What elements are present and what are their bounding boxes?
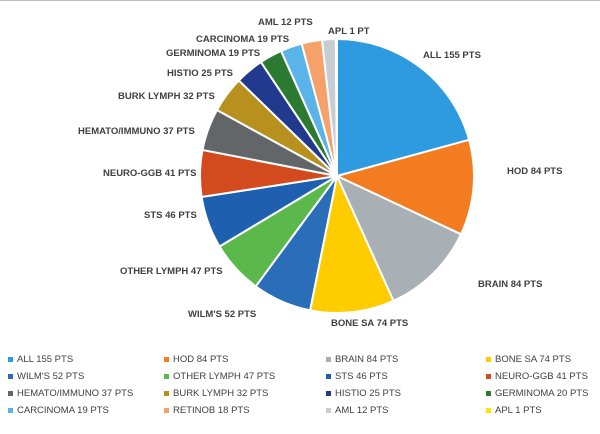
legend-swatch [486,408,491,413]
legend-item: HOD 84 PTS [164,354,326,365]
legend-swatch [486,391,491,396]
legend-swatch [326,357,331,362]
legend-label: HEMATO/IMMUNO 37 PTS [17,388,134,399]
legend-item: ALL 155 PTS [8,354,164,365]
data-label: BURK LYMPH 32 PTS [118,91,215,102]
data-label: OTHER LYMPH 47 PTS [120,266,223,277]
legend-item: WILM'S 52 PTS [8,371,164,382]
legend-item: BRAIN 84 PTS [326,354,486,365]
pie-slice-all [336,37,471,178]
legend-label: RETINOB 18 PTS [173,405,250,416]
data-label: BONE SA 74 PTS [331,318,408,329]
legend-swatch [8,374,13,379]
legend-label: GERMINOMA 20 PTS [495,388,589,399]
legend-label: HOD 84 PTS [173,354,229,365]
legend-swatch [164,408,169,413]
legend-item: BURK LYMPH 32 PTS [164,388,326,399]
pie-slice-apl [334,37,338,177]
legend-swatch [164,357,169,362]
legend-item: OTHER LYMPH 47 PTS [164,371,326,382]
pie-slice-hod [334,138,475,236]
data-label: WILM'S 52 PTS [188,309,256,320]
legend: ALL 155 PTS HOD 84 PTS BRAIN 84 PTS BONE SA… [8,354,598,416]
legend-swatch [326,408,331,413]
legend-label: HISTIO 25 PTS [335,388,401,399]
legend-item: HISTIO 25 PTS [326,388,486,399]
legend-item: BONE SA 74 PTS [486,354,598,365]
data-label: NEURO-GGB 41 PTS [103,168,196,179]
legend-label: BONE SA 74 PTS [495,354,572,365]
legend-swatch [164,374,169,379]
legend-swatch [326,391,331,396]
data-label: ALL 155 PTS [423,50,481,61]
legend-item: APL 1 PTS [486,405,598,416]
legend-item: CARCINOMA 19 PTS [8,405,164,416]
legend-swatch [326,374,331,379]
legend-label: ALL 155 PTS [17,354,74,365]
legend-swatch [486,357,491,362]
data-label: BRAIN 84 PTS [478,279,542,290]
legend-swatch [8,357,13,362]
legend-item: GERMINOMA 20 PTS [486,388,598,399]
legend-item: HEMATO/IMMUNO 37 PTS [8,388,164,399]
legend-swatch [486,374,491,379]
legend-swatch [8,408,13,413]
legend-item: AML 12 PTS [326,405,486,416]
legend-item: NEURO-GGB 41 PTS [486,371,598,382]
legend-item: STS 46 PTS [326,371,486,382]
data-label: HOD 84 PTS [507,166,562,177]
data-label: APL 1 PT [328,26,370,37]
data-label: HISTIO 25 PTS [167,68,233,79]
legend-label: WILM'S 52 PTS [17,371,85,382]
pie-slice-brain [334,173,463,303]
legend-label: CARCINOMA 19 PTS [17,405,109,416]
legend-label: STS 46 PTS [335,371,388,382]
legend-label: OTHER LYMPH 47 PTS [173,371,276,382]
legend-label: AML 12 PTS [335,405,389,416]
legend-swatch [164,391,169,396]
data-label: CARCINOMA 19 PTS [196,34,289,45]
legend-item: RETINOB 18 PTS [164,405,326,416]
data-label: STS 46 PTS [144,210,197,221]
legend-label: BURK LYMPH 32 PTS [173,388,269,399]
pie-chart: ALL 155 PTS HOD 84 PTS BRAIN 84 PTS BONE SA… [78,17,562,329]
legend-swatch [8,391,13,396]
legend-label: APL 1 PTS [495,405,542,416]
data-label: AML 12 PTS [258,17,313,28]
data-label: HEMATO/IMMUNO 37 PTS [78,126,195,137]
legend-label: NEURO-GGB 41 PTS [495,371,588,382]
data-label: GERMINOMA 19 PTS [166,48,260,59]
legend-label: BRAIN 84 PTS [335,354,399,365]
